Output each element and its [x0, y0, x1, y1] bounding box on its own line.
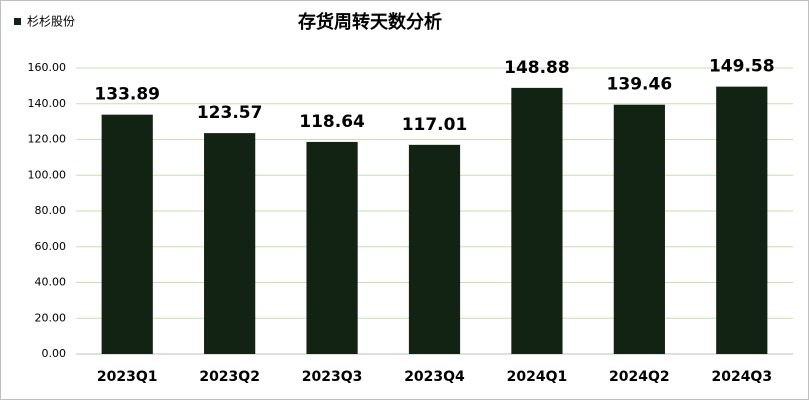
y-tick-label: 60.00	[35, 240, 67, 253]
x-tick-label: 2024Q1	[507, 369, 568, 385]
bar	[716, 86, 768, 355]
y-tick-label: 0.00	[42, 347, 67, 360]
data-label: 139.46	[607, 75, 673, 95]
y-tick-label: 140.00	[28, 97, 67, 110]
y-tick-label: 20.00	[35, 311, 67, 324]
data-label: 149.58	[709, 57, 775, 77]
data-label: 117.01	[402, 115, 468, 135]
y-tick-label: 40.00	[35, 276, 67, 289]
x-tick-label: 2024Q3	[711, 369, 772, 385]
x-tick-label: 2023Q4	[404, 369, 465, 385]
bar	[511, 87, 563, 354]
y-tick-label: 100.00	[28, 168, 67, 181]
x-tick-label: 2023Q2	[199, 369, 260, 385]
chart-title: 存货周转天数分析	[298, 11, 442, 33]
legend-swatch	[14, 18, 21, 25]
bar	[204, 133, 256, 354]
y-tick-label: 120.00	[28, 133, 67, 146]
data-label: 118.64	[299, 112, 365, 132]
y-tick-label: 160.00	[28, 61, 67, 74]
data-label: 133.89	[94, 85, 160, 105]
bar	[408, 144, 461, 354]
x-tick-label: 2023Q3	[302, 369, 363, 385]
x-tick-label: 2023Q1	[97, 369, 158, 385]
bar	[306, 141, 358, 354]
bar	[101, 114, 153, 354]
data-label: 148.88	[504, 58, 570, 78]
bar	[613, 104, 665, 355]
y-tick-label: 80.00	[35, 204, 67, 217]
data-label: 123.57	[197, 103, 263, 123]
x-tick-label: 2024Q2	[609, 369, 670, 385]
legend-label: 杉杉股份	[27, 15, 75, 29]
